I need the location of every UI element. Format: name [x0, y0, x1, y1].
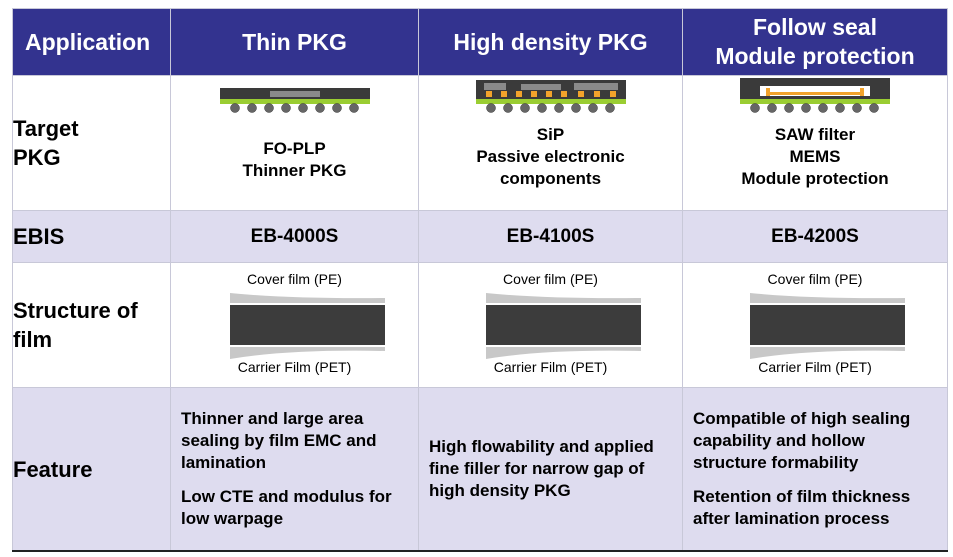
target-cell-density: SiP Passive electronic components — [418, 75, 683, 211]
header-module-protection: Follow seal Module protection — [682, 8, 948, 76]
header-row: Application Thin PKG High density PKG Fo… — [12, 8, 948, 76]
feature-text: Retention of film thickness after lamina… — [693, 487, 911, 528]
carrier-film-label: Carrier Film (PET) — [237, 359, 352, 375]
ebis-module: EB-4200S — [682, 210, 948, 263]
carrier-film-label: Carrier Film (PET) — [493, 359, 608, 375]
target-density-line3: components — [499, 169, 602, 188]
row-label-ebis: EBIS — [12, 210, 171, 263]
saw-filter-package-icon — [740, 78, 890, 113]
structure-row: Structure of film Cover film (PE) Carrie… — [12, 262, 948, 388]
cover-film-label: Cover film (PE) — [503, 271, 598, 287]
target-pkg-row: Target PKG FO-PLP Thinner PKG — [12, 75, 948, 211]
target-module-line2: MEMS — [789, 147, 841, 166]
film-structure-icon — [485, 293, 641, 359]
structure-cell-density: Cover film (PE) Carrier Film (PET) — [418, 262, 683, 388]
row-label-feature: Feature — [12, 387, 171, 552]
row-label-target-line1: Target — [13, 116, 79, 141]
row-label-structure: Structure of film — [12, 262, 171, 388]
ebis-density: EB-4100S — [418, 210, 683, 263]
fo-plp-package-icon — [219, 88, 370, 113]
target-module-line1: SAW filter — [774, 125, 856, 144]
header-col3-line1: Follow seal — [753, 14, 877, 40]
ebis-thin: EB-4000S — [170, 210, 419, 263]
row-label-target: Target PKG — [12, 75, 171, 211]
header-high-density-pkg: High density PKG — [418, 8, 683, 76]
cover-film-label: Cover film (PE) — [247, 271, 342, 287]
target-density-line2: Passive electronic — [476, 147, 625, 166]
film-structure-icon — [229, 293, 385, 359]
carrier-film-label: Carrier Film (PET) — [758, 359, 872, 375]
sip-package-icon — [475, 80, 626, 113]
ebis-row: EBIS EB-4000S EB-4100S EB-4200S — [12, 210, 948, 263]
header-thin-pkg: Thin PKG — [170, 8, 419, 76]
feature-cell-density: High flowability and applied fine filler… — [418, 387, 683, 552]
feature-text: Compatible of high sealing capability an… — [693, 409, 911, 472]
structure-cell-module: Cover film (PE) Carrier Film (PET) — [682, 262, 948, 388]
target-cell-thin: FO-PLP Thinner PKG — [170, 75, 419, 211]
feature-text: High flowability and applied fine filler… — [429, 437, 654, 500]
target-thin-line1: FO-PLP — [263, 139, 326, 158]
target-thin-line2: Thinner PKG — [242, 161, 347, 180]
feature-text: Thinner and large area sealing by film E… — [181, 409, 377, 472]
feature-cell-thin: Thinner and large area sealing by film E… — [170, 387, 419, 552]
feature-row: Feature Thinner and large area sealing b… — [12, 387, 948, 552]
target-density-line1: SiP — [536, 125, 565, 144]
feature-text: Low CTE and modulus for low warpage — [181, 487, 392, 528]
row-label-structure-line2: film — [13, 327, 53, 352]
row-label-target-line2: PKG — [13, 145, 61, 170]
target-module-line3: Module protection — [741, 169, 889, 188]
target-cell-module: SAW filter MEMS Module protection — [682, 75, 948, 211]
film-structure-icon — [750, 293, 905, 359]
header-col3-line2: Module protection — [715, 43, 915, 69]
header-application: Application — [12, 8, 171, 76]
feature-cell-module: Compatible of high sealing capability an… — [682, 387, 948, 552]
cover-film-label: Cover film (PE) — [767, 271, 863, 287]
row-label-structure-line1: Structure of — [13, 298, 138, 323]
comparison-table: Application Thin PKG High density PKG Fo… — [12, 8, 948, 552]
structure-cell-thin: Cover film (PE) Carrier Film (PET) — [170, 262, 419, 388]
